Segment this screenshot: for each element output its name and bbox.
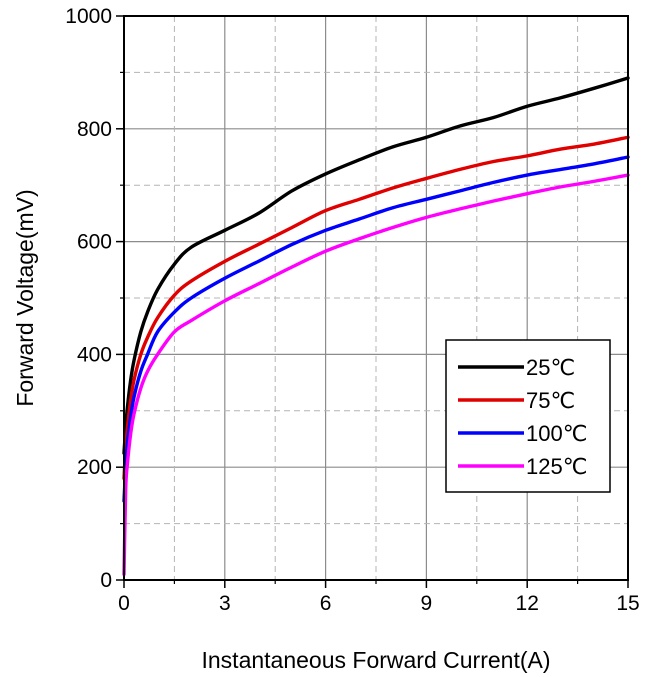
x-tick-label: 3 bbox=[219, 592, 231, 615]
series-line bbox=[122, 76, 630, 455]
x-tick-label: 12 bbox=[516, 592, 539, 615]
legend-label: 100℃ bbox=[526, 421, 587, 446]
y-tick-label: 800 bbox=[77, 118, 112, 141]
y-tick-label: 1000 bbox=[65, 5, 112, 28]
x-tick-label: 6 bbox=[320, 592, 332, 615]
x-axis-title: Instantaneous Forward Current(A) bbox=[202, 647, 551, 673]
legend: 25℃ 75℃ 100℃ 125℃ bbox=[445, 339, 611, 493]
legend-label: 75℃ bbox=[526, 388, 575, 413]
x-tick-label: 9 bbox=[421, 592, 433, 615]
x-tick-label: 15 bbox=[616, 592, 639, 615]
series-group bbox=[122, 76, 630, 577]
y-tick-label: 600 bbox=[77, 231, 112, 254]
y-axis-title: Forward Voltage(mV) bbox=[12, 189, 38, 406]
series-line bbox=[122, 155, 630, 503]
axis-ticks: 0 3 6 9 12 15 0 200 400 600 800 1000 bbox=[65, 5, 639, 615]
series-line bbox=[122, 173, 630, 577]
x-tick-label: 0 bbox=[118, 592, 130, 615]
legend-label: 25℃ bbox=[526, 355, 575, 380]
series-line bbox=[122, 135, 630, 481]
y-tick-label: 400 bbox=[77, 343, 112, 366]
y-tick-label: 0 bbox=[100, 569, 112, 592]
legend-label: 125℃ bbox=[526, 454, 587, 479]
y-tick-label: 200 bbox=[77, 456, 112, 479]
